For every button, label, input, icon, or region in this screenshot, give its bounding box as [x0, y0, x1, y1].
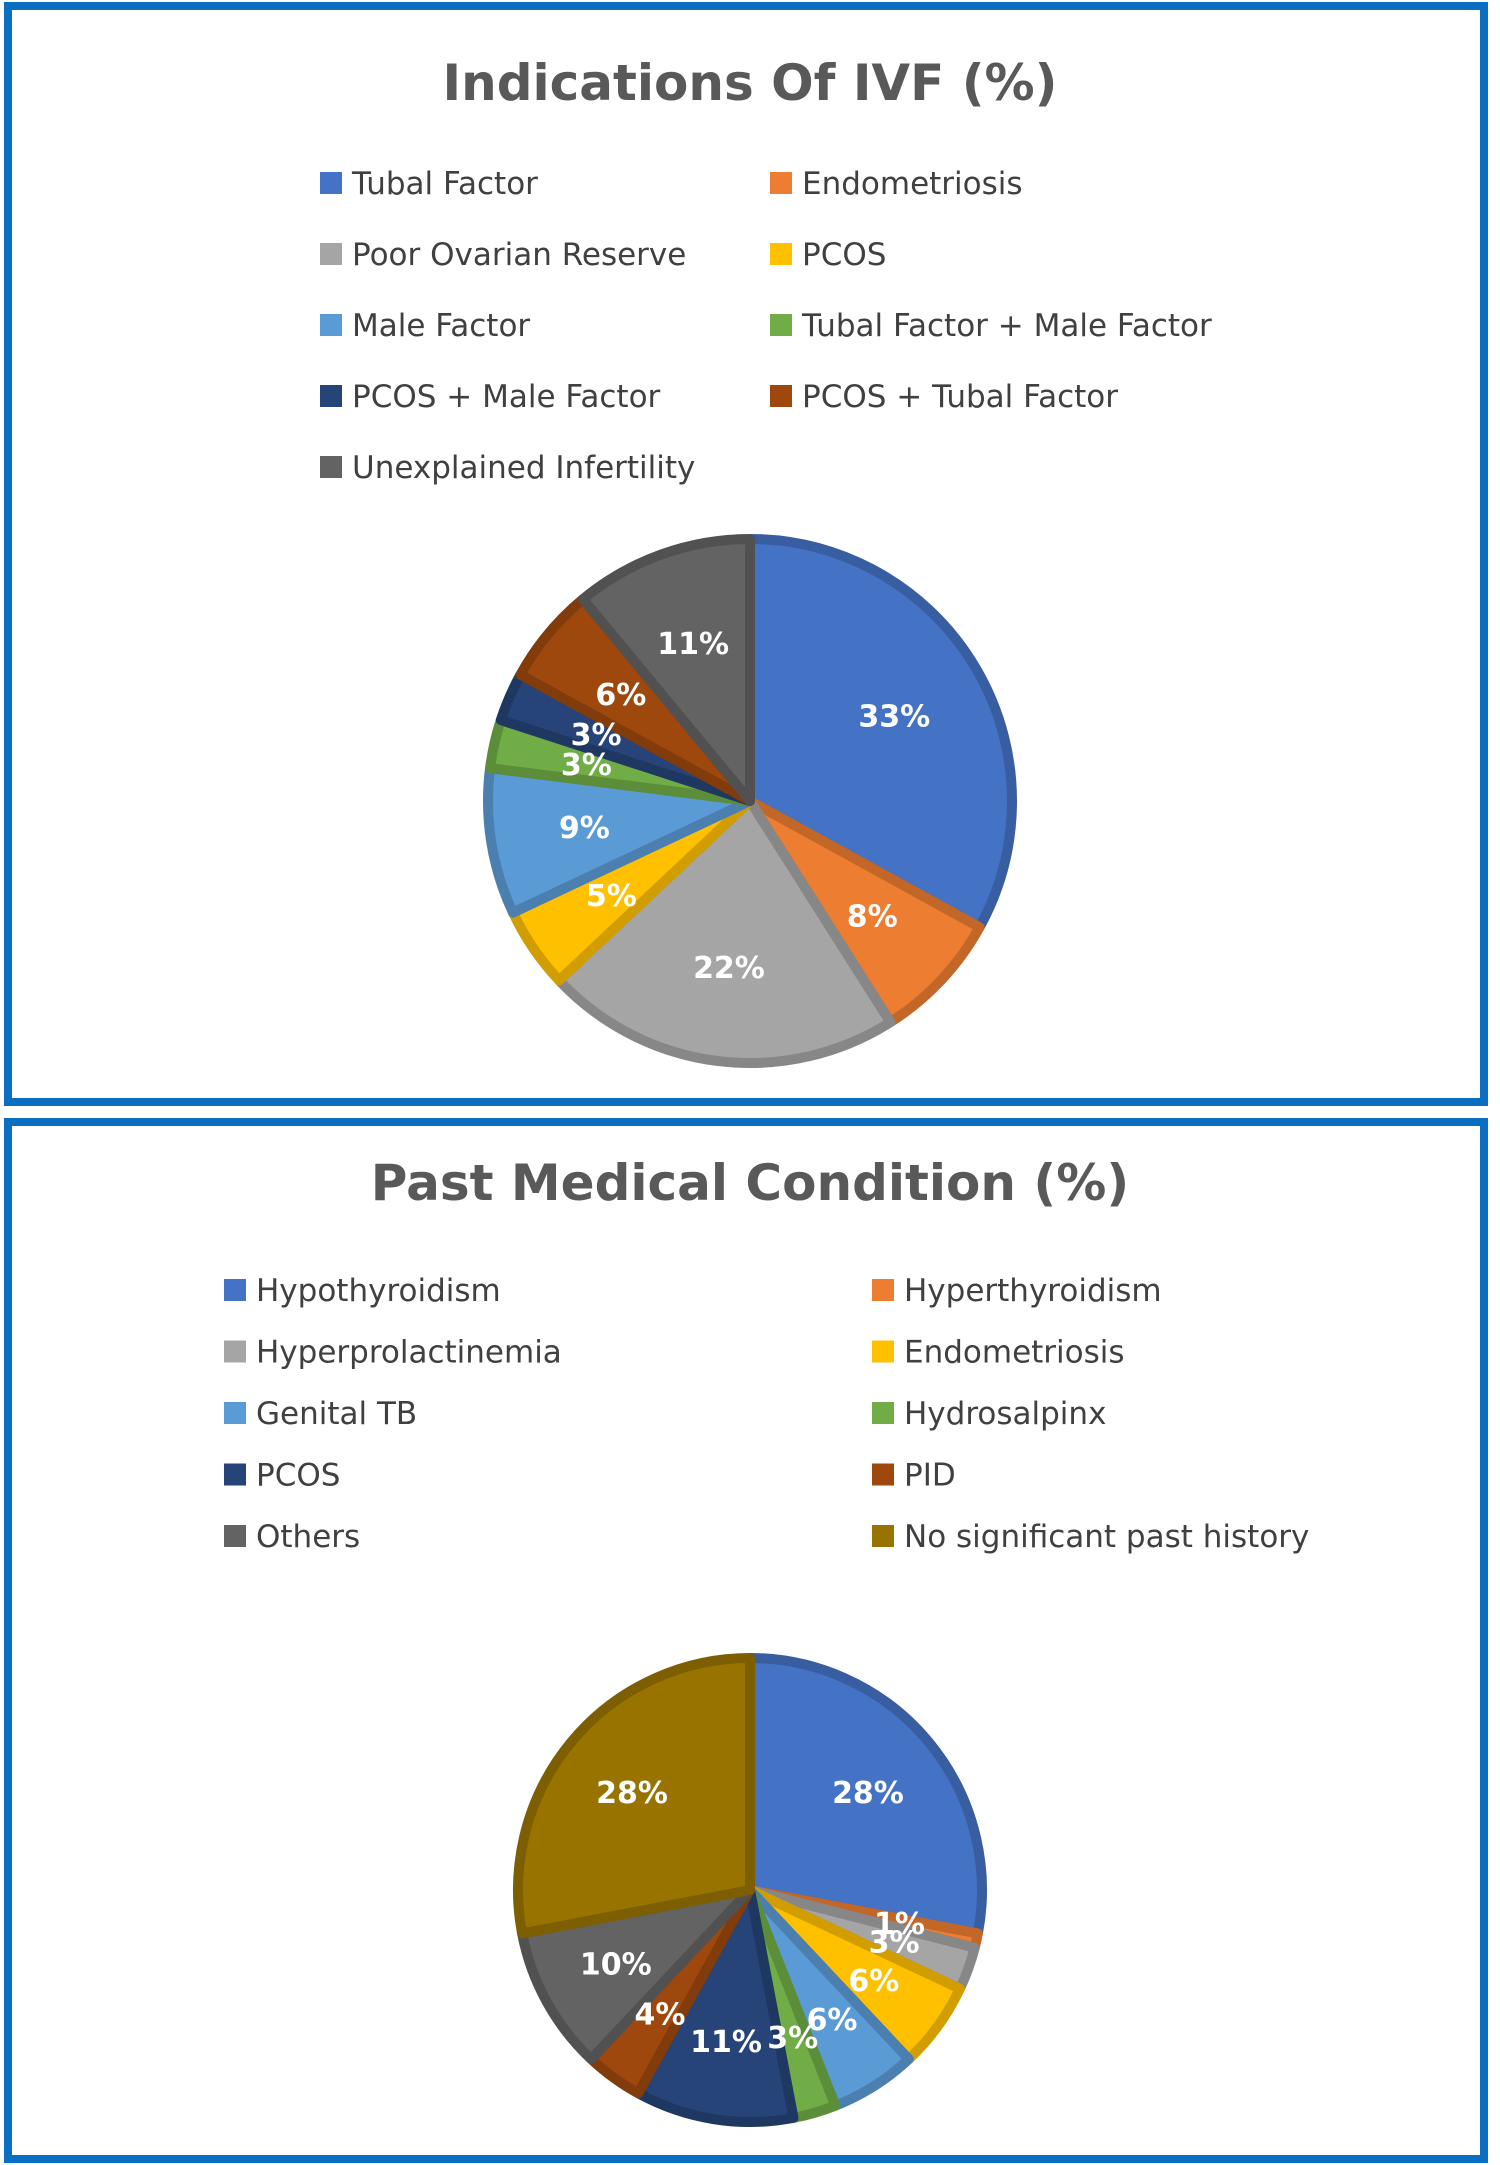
- chart-legend: Tubal Factor Endometriosis Poor Ovarian Re…: [320, 166, 1212, 486]
- legend-swatch: [872, 1340, 894, 1363]
- legend-item-tubal-factor: Tubal Factor: [320, 166, 538, 202]
- legend-swatch: [320, 172, 342, 194]
- slice-data-label: 4%: [635, 1998, 686, 2033]
- pie: 28%1%3%6%6%3%11%4%10%28%: [513, 1653, 987, 2127]
- pie-slice-no-significant-past-history: [513, 1653, 755, 1939]
- pie-slice-male-factor: [483, 763, 755, 918]
- legend-item-others: Others: [224, 1519, 360, 1555]
- legend-swatch: [872, 1525, 894, 1547]
- slice-data-label: 9%: [559, 811, 610, 846]
- legend-item-pid: PID: [872, 1458, 956, 1494]
- legend-label: Genital TB: [256, 1396, 417, 1432]
- slice-data-label: 3%: [767, 2021, 818, 2056]
- pie-slice-poor-ovarian-reserve: [554, 796, 896, 1068]
- chart-legend: Hypothyroidism Hyperthyroidism Hyperprolac…: [224, 1273, 1309, 1555]
- slice-data-label: 28%: [596, 1776, 668, 1811]
- medical-condition-chart-panel: Past Medical Condition (%) Hypothyroidis…: [4, 1118, 1488, 2163]
- chart-title: Indications Of IVF (%): [443, 54, 1058, 112]
- slice-data-label: 6%: [848, 1964, 899, 1999]
- slice-data-label: 6%: [595, 678, 646, 713]
- legend-item-no-significant-past-history: No significant past history: [872, 1519, 1309, 1555]
- legend-item-hyperthyroidism: Hyperthyroidism: [872, 1273, 1162, 1309]
- slice-data-label: 3%: [869, 1926, 920, 1961]
- legend-swatch: [872, 1463, 894, 1486]
- legend-item-hydrosalpinx: Hydrosalpinx: [872, 1396, 1106, 1432]
- pie: 33% 8% 22% 5% 9% 3%3% 6% 11%: [483, 534, 1017, 1068]
- legend-item-hyperprolactinemia: Hyperprolactinemia: [224, 1335, 562, 1371]
- legend-swatch: [320, 385, 342, 407]
- slice-data-label: 22%: [693, 951, 765, 986]
- legend-swatch: [770, 314, 792, 336]
- legend-swatch: [770, 243, 792, 265]
- legend-label: Endometriosis: [802, 166, 1023, 202]
- legend-swatch: [320, 314, 342, 336]
- legend-swatch: [872, 1279, 894, 1301]
- slice-data-label: 28%: [832, 1776, 904, 1811]
- legend-swatch: [320, 456, 342, 478]
- slice-data-label: 33%: [858, 699, 930, 734]
- legend-label: PCOS: [256, 1458, 340, 1494]
- legend-item-pcos-male-factor: PCOS + Male Factor: [320, 379, 661, 415]
- legend-item-poor-ovarian-reserve: Poor Ovarian Reserve: [320, 237, 686, 273]
- legend-swatch: [770, 385, 792, 407]
- legend-item-hypothyroidism: Hypothyroidism: [224, 1273, 501, 1309]
- legend-label: Unexplained Infertility: [352, 450, 695, 486]
- legend-label: PID: [904, 1458, 956, 1494]
- slice-data-label: 11%: [690, 2025, 762, 2060]
- pie-slice-hypothyroidism: [745, 1653, 987, 1939]
- legend-label: Others: [256, 1519, 360, 1555]
- legend-label: Hydrosalpinx: [904, 1396, 1106, 1432]
- slice-data-label: 10%: [580, 1948, 652, 1983]
- legend-swatch: [224, 1279, 246, 1301]
- slice-data-label: 11%: [657, 627, 729, 662]
- legend-label: PCOS + Male Factor: [352, 379, 661, 415]
- indications-pie-chart: Indications Of IVF (%) Tubal Factor Endom…: [320, 54, 1212, 1068]
- medical-condition-pie-chart: Past Medical Condition (%) Hypothyroidis…: [224, 1154, 1309, 2127]
- legend-swatch: [224, 1463, 246, 1486]
- legend-swatch: [872, 1402, 894, 1424]
- legend-item-endometriosis: Endometriosis: [872, 1335, 1125, 1371]
- slice-data-label: 6%: [807, 2003, 858, 2038]
- legend-item-male-factor: Male Factor: [320, 308, 530, 344]
- legend-item-pcos: PCOS: [224, 1458, 340, 1494]
- slice-data-label: 3%: [571, 718, 622, 753]
- legend-label: Hyperprolactinemia: [256, 1335, 562, 1371]
- legend-swatch: [224, 1525, 246, 1547]
- legend-label: PCOS + Tubal Factor: [802, 379, 1118, 415]
- pie-slice-pcos: [633, 1885, 799, 2127]
- legend-item-genital-tb: Genital TB: [224, 1396, 417, 1432]
- chart-title: Past Medical Condition (%): [371, 1154, 1129, 1212]
- legend-label: Hyperthyroidism: [904, 1273, 1162, 1309]
- legend-item-pcos-tubal-factor: PCOS + Tubal Factor: [770, 379, 1118, 415]
- legend-swatch: [224, 1340, 246, 1363]
- legend-swatch: [320, 243, 342, 265]
- pie-slice-unexplained-infertility: [577, 534, 755, 806]
- legend-label: PCOS: [802, 237, 886, 273]
- legend-item-unexplained-infertility: Unexplained Infertility: [320, 450, 695, 486]
- slice-data-label: 1%: [874, 1907, 925, 1942]
- legend-item-endometriosis: Endometriosis: [770, 166, 1023, 202]
- legend-item-pcos: PCOS: [770, 237, 886, 273]
- legend-label: Hypothyroidism: [256, 1273, 501, 1309]
- legend-item-tubal-factor-male-factor: Tubal Factor + Male Factor: [770, 308, 1212, 344]
- legend-label: Poor Ovarian Reserve: [352, 237, 686, 273]
- legend-label: Tubal Factor: [351, 166, 538, 202]
- legend-label: Endometriosis: [904, 1335, 1125, 1371]
- slice-data-label: 8%: [847, 900, 898, 935]
- slice-data-label: 5%: [586, 879, 637, 914]
- legend-swatch: [770, 172, 792, 194]
- indications-chart-panel: Indications Of IVF (%) Tubal Factor Endom…: [4, 2, 1488, 1106]
- pie-slice-others: [517, 1885, 755, 2065]
- slice-data-label: 3%: [561, 748, 612, 783]
- legend-label: No significant past history: [904, 1519, 1309, 1555]
- pie-slice-tubal-factor: [745, 534, 1017, 933]
- legend-label: Tubal Factor + Male Factor: [801, 308, 1212, 344]
- legend-swatch: [224, 1402, 246, 1424]
- legend-label: Male Factor: [352, 308, 530, 344]
